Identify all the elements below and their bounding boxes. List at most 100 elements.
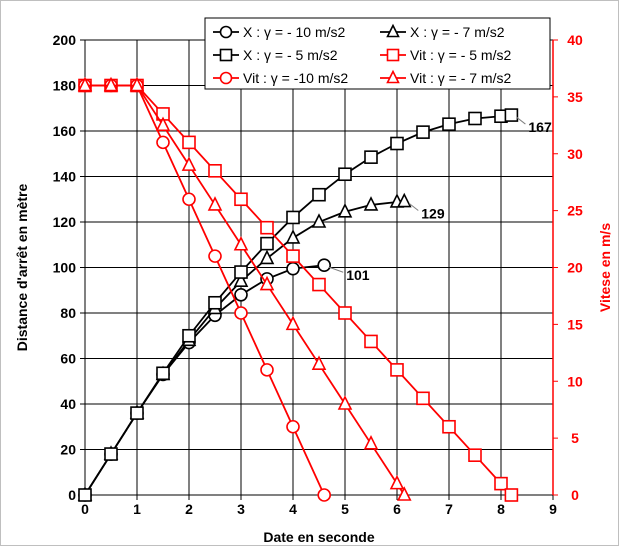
data-point [338,306,352,320]
y2-tick-label: 30 [567,146,583,162]
data-point [156,135,170,150]
data-point [286,261,300,276]
data-point [364,334,378,349]
annotation-label: 167 [528,119,552,135]
data-point [233,235,249,251]
data-point [363,196,379,211]
data-point [260,236,274,251]
y-tick-label: 40 [60,396,76,412]
data-point [468,111,482,126]
data-point [78,488,92,502]
legend-label: X : γ = - 5 m/s2 [243,47,338,63]
y-tick-label: 160 [53,123,77,139]
annotation-label: 129 [421,206,445,222]
y-tick-label: 60 [60,351,76,367]
x-axis-title: Date en seconde [263,529,374,545]
data-point [208,295,222,310]
legend-label: Vit : γ = - 5 m/s2 [410,47,511,63]
y-axis-title: Distance d'arrêt en mètre [14,184,30,352]
series-2 [78,108,519,502]
data-point [337,202,353,218]
data-point [259,275,275,291]
data-point [129,76,145,92]
annotation-leader [516,116,526,125]
data-point [311,213,327,228]
data-point [442,117,456,131]
data-point [311,355,327,370]
data-point [442,419,456,434]
data-point [317,258,332,273]
legend-label: X : γ = - 7 m/s2 [410,24,505,40]
data-point [396,192,412,208]
legend-marker [386,69,400,84]
data-point [208,164,222,178]
data-point [182,135,196,150]
y-tick-label: 80 [60,305,76,321]
data-point [317,488,332,502]
data-point [130,406,144,420]
data-point [260,220,274,235]
x-tick-label: 0 [81,501,89,517]
data-point [156,366,170,381]
data-point [337,395,353,410]
x-tick-label: 6 [393,501,401,517]
data-point [312,187,326,202]
x-tick-label: 9 [549,501,557,517]
legend-marker [386,48,400,62]
y-axis-left: 0 20 40 60 80 100 120 140 160 180 200 [53,32,85,503]
data-point [468,448,482,462]
legend-marker [219,25,233,39]
data-point [364,150,378,164]
y-tick-label: 120 [53,214,77,230]
y2-tick-label: 5 [571,430,579,446]
x-tick-label: 8 [497,501,505,517]
x-tick-label: 3 [237,501,245,517]
y2-tick-label: 35 [567,89,583,105]
data-point [396,486,412,501]
x-tick-label: 5 [341,501,349,517]
x-tick-label: 1 [133,501,141,517]
legend-item: Vit : γ = -10 m/s2 [213,70,348,86]
data-point [285,229,301,244]
data-point [104,447,118,461]
y2-tick-label: 20 [567,260,583,276]
annotation-leader [408,203,419,211]
data-point [494,476,508,491]
data-point [181,156,197,171]
y2-axis-title: Vitese en m/s [597,223,613,312]
data-point [312,277,326,292]
annotations: 101 129 167 [329,116,552,283]
data-point [234,192,248,207]
data-point [182,328,196,343]
data-point [389,474,405,490]
data-point [390,363,404,377]
y-tick-label: 100 [53,260,77,276]
data-point [234,287,248,302]
data-point [234,265,248,279]
y-tick-label: 200 [53,32,77,48]
data-point [504,488,519,502]
annotation-leader [329,266,344,273]
data-point [363,435,379,450]
y2-tick-label: 40 [567,32,583,48]
legend-marker [219,71,233,85]
data-point [390,136,404,151]
data-point [182,192,196,207]
series-5 [77,76,412,501]
data-point [103,76,119,92]
legend: X : γ = - 10 m/s2 X : γ = - 7 m/s2 X : γ =… [204,17,551,90]
legend-item: Vit : γ = - 7 m/s2 [380,69,511,86]
y2-tick-label: 25 [567,203,583,219]
data-point [286,210,300,225]
x-tick-label: 2 [185,501,193,517]
legend-item: X : γ = - 5 m/s2 [213,47,338,63]
legend-label: Vit : γ = -10 m/s2 [243,70,348,86]
data-point [286,419,300,434]
legend-label: X : γ = - 10 m/s2 [243,24,346,40]
x-tick-label: 4 [289,501,297,517]
series-line [85,84,406,496]
data-point [416,125,430,139]
y2-tick-label: 10 [567,373,583,389]
